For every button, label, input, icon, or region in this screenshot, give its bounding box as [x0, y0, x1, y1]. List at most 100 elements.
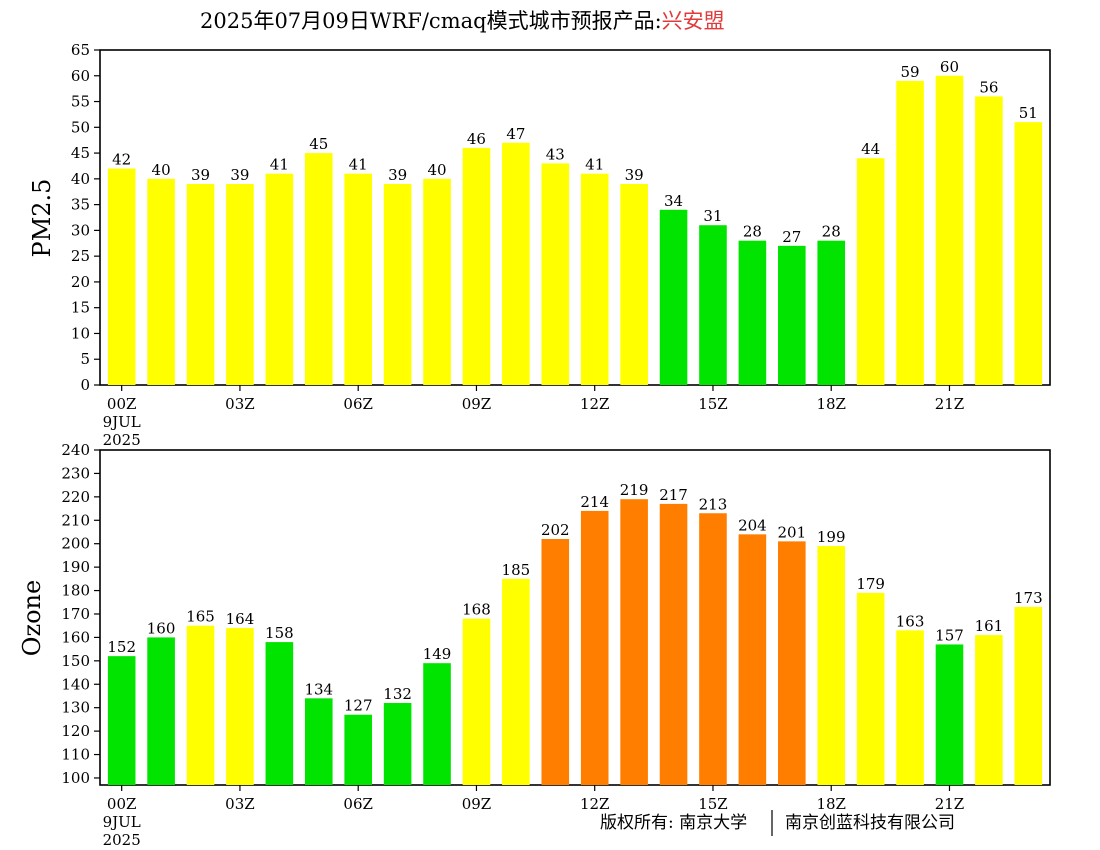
- pm25-bar: [462, 147, 491, 385]
- pm25-bar-value-label: 40: [152, 161, 171, 179]
- ozone-y-tick-label: 190: [61, 558, 90, 576]
- pm25-bar-value-label: 56: [979, 78, 998, 96]
- ozone-y-tick-label: 140: [61, 675, 90, 693]
- ozone-y-tick-label: 130: [61, 699, 90, 717]
- pm25-x-tick-label: 12Z: [580, 395, 610, 413]
- ozone-bar: [462, 618, 491, 785]
- ozone-bar: [580, 510, 609, 785]
- pm25-x-tick-label: 21Z: [935, 395, 965, 413]
- ozone-bar: [265, 642, 294, 785]
- ozone-y-tick-label: 200: [61, 535, 90, 553]
- pm25-bar-value-label: 59: [901, 63, 920, 81]
- pm25-bar-value-label: 39: [388, 166, 407, 184]
- pm25-y-tick-label: 50: [71, 118, 90, 136]
- ozone-bar: [502, 578, 530, 785]
- ozone-x-tick-label: 09Z: [462, 795, 492, 813]
- pm25-x-tick-label: 06Z: [343, 395, 373, 413]
- ozone-bar: [659, 503, 688, 785]
- ozone-bar: [226, 628, 254, 785]
- pm25-bar: [620, 184, 648, 385]
- ozone-bar: [856, 592, 885, 785]
- pm25-bar: [778, 245, 806, 385]
- ozone-bar-value-label: 201: [777, 523, 806, 541]
- ozone-bar-value-label: 157: [935, 626, 964, 644]
- pm25-bar-value-label: 39: [191, 166, 210, 184]
- pm25-bar-value-label: 34: [664, 192, 683, 210]
- pm25-y-tick-label: 55: [71, 93, 90, 111]
- ozone-x-tick-label: 12Z: [580, 795, 610, 813]
- ozone-y-tick-label: 150: [61, 652, 90, 670]
- pm25-y-tick-label: 60: [71, 67, 90, 85]
- ozone-panel: 100 110 120 130 140 150 160 170 180 190 200 210 220 2…: [18, 441, 1051, 849]
- pm25-bar: [265, 173, 294, 385]
- ozone-bar-value-label: 213: [699, 495, 728, 513]
- ozone-bar: [935, 644, 964, 785]
- ozone-x-tick-label: 06Z: [343, 795, 373, 813]
- pm25-bar-value-label: 39: [230, 166, 249, 184]
- ozone-y-tick-label: 100: [61, 769, 90, 787]
- ozone-bar: [975, 635, 1003, 785]
- pm25-bar-value-label: 41: [349, 156, 368, 174]
- pm25-y-tick-label: 15: [71, 299, 90, 317]
- ozone-bar: [896, 630, 924, 785]
- chart-title-city: 兴安盟: [662, 9, 725, 33]
- pm25-bar-value-label: 45: [309, 135, 328, 153]
- ozone-x-tick-sublabel: 2025: [103, 831, 141, 849]
- pm25-bar: [226, 184, 254, 385]
- pm25-bar: [580, 173, 609, 385]
- pm25-bar: [186, 184, 215, 385]
- ozone-bar-value-label: 134: [304, 680, 333, 698]
- ozone-y-tick-label: 210: [61, 511, 90, 529]
- ozone-y-tick-label: 240: [61, 441, 90, 459]
- ozone-y-tick-label: 170: [61, 605, 90, 623]
- pm25-bar-value-label: 51: [1019, 104, 1038, 122]
- ozone-bar: [147, 637, 175, 785]
- pm25-y-tick-label: 35: [71, 196, 90, 214]
- pm25-bar: [502, 142, 530, 385]
- ozone-bar-value-label: 168: [462, 601, 491, 619]
- ozone-bar-value-label: 179: [856, 575, 885, 593]
- ozone-x-tick-label: 00Z: [107, 795, 137, 813]
- pm25-y-tick-label: 20: [71, 273, 90, 291]
- ozone-bar-value-label: 214: [580, 493, 609, 511]
- ozone-bar-value-label: 217: [659, 486, 688, 504]
- pm25-y-tick-label: 40: [71, 170, 90, 188]
- pm25-y-tick-label: 30: [71, 221, 90, 239]
- ozone-x-tick-sublabel: 9JUL: [103, 813, 141, 831]
- ozone-bar-value-label: 202: [541, 521, 570, 539]
- pm25-x-tick-sublabel: 2025: [103, 431, 141, 449]
- pm25-bar: [975, 96, 1003, 385]
- pm25-bar-value-label: 60: [940, 58, 959, 76]
- ozone-x-tick-label: 15Z: [698, 795, 728, 813]
- ozone-bar: [817, 546, 846, 785]
- ozone-x-tick-label: 18Z: [816, 795, 846, 813]
- pm25-bar-value-label: 42: [112, 151, 131, 169]
- ozone-bar-value-label: 127: [344, 697, 373, 715]
- pm25-x-tick-label: 00Z: [107, 395, 137, 413]
- pm25-bar-value-label: 39: [625, 166, 644, 184]
- pm25-bar: [304, 153, 333, 385]
- ozone-y-tick-label: 110: [61, 746, 90, 764]
- pm25-bar-value-label: 40: [427, 161, 446, 179]
- ozone-bar: [344, 714, 372, 785]
- pm25-y-tick-label: 10: [71, 324, 90, 342]
- chart-title: 2025年07月09日WRF/cmaq模式城市预报产品:兴安盟: [200, 9, 725, 33]
- pm25-x-tick-label: 09Z: [462, 395, 492, 413]
- ozone-y-tick-label: 180: [61, 582, 90, 600]
- pm25-bar: [1014, 122, 1043, 386]
- ozone-bar-value-label: 165: [186, 608, 215, 626]
- pm25-bar: [659, 209, 688, 385]
- ozone-bar: [738, 534, 767, 785]
- pm25-bar-value-label: 31: [703, 207, 722, 225]
- ozone-bar: [383, 703, 412, 785]
- ozone-bar-value-label: 204: [738, 516, 767, 534]
- pm25-bar-value-label: 28: [743, 223, 762, 241]
- pm25-bar-value-label: 43: [546, 145, 565, 163]
- pm25-bar: [935, 75, 964, 386]
- pm25-bar-value-label: 41: [585, 156, 604, 174]
- ozone-bar-value-label: 161: [975, 617, 1004, 635]
- pm25-bar: [699, 225, 727, 385]
- ozone-x-tick-label: 21Z: [935, 795, 965, 813]
